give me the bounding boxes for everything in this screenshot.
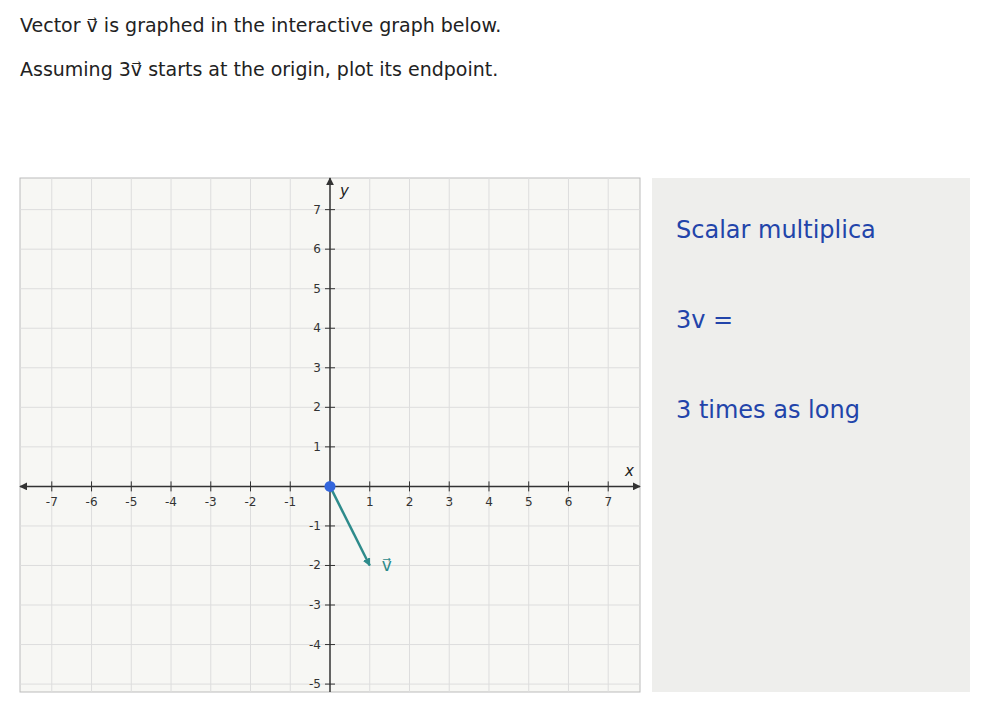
y-tick-label: -4 <box>309 638 321 652</box>
grid-line <box>210 178 211 692</box>
x-tick-label: 2 <box>406 495 414 509</box>
grid-line <box>20 407 640 408</box>
grid-line <box>20 684 640 685</box>
subtitle: Assuming 3v⃗ starts at the origin, plot … <box>20 58 498 80</box>
x-tick-label: -5 <box>125 495 137 509</box>
grid <box>20 178 640 692</box>
y-tick <box>325 367 335 368</box>
y-tick-label: 3 <box>313 361 321 375</box>
grid-line <box>568 178 569 692</box>
vector-label: v⃗ <box>382 555 392 575</box>
x-tick <box>250 481 251 491</box>
grid-line <box>20 525 640 526</box>
grid-line <box>369 178 370 692</box>
grid-line <box>20 446 640 447</box>
vector <box>330 486 370 565</box>
grid-line <box>20 209 640 210</box>
grid-line <box>20 644 640 645</box>
grid-line <box>528 178 529 692</box>
x-tick <box>608 481 609 491</box>
annotation: Scalar multiplica <box>676 216 876 244</box>
y-tick-label: 4 <box>313 321 321 335</box>
y-tick <box>325 525 335 526</box>
grid-line <box>20 565 640 566</box>
x-tick-label: 1 <box>366 495 374 509</box>
title: Vector v⃗ is graphed in the interactive … <box>20 14 501 36</box>
grid-line <box>20 605 640 606</box>
grid-line <box>171 178 172 692</box>
data <box>325 481 370 566</box>
grid-line <box>131 178 132 692</box>
plot-frame <box>20 178 640 692</box>
grid-line <box>608 178 609 692</box>
y-axis-label: y <box>339 182 350 200</box>
x-tick-label: -3 <box>205 495 217 509</box>
grid-line <box>488 178 489 692</box>
x-tick <box>91 481 92 491</box>
x-tick <box>290 481 291 491</box>
annotation: 3v = <box>676 306 733 334</box>
grid-line <box>409 178 410 692</box>
x-tick <box>51 481 52 491</box>
y-tick-label: 2 <box>313 400 321 414</box>
x-tick <box>171 481 172 491</box>
y-tick <box>325 446 335 447</box>
grid-line <box>20 249 640 250</box>
y-axis <box>329 178 331 692</box>
y-tick <box>325 565 335 566</box>
y-tick-label: 1 <box>313 440 321 454</box>
x-tick-label: -6 <box>86 495 98 509</box>
y-tick-label: -3 <box>309 598 321 612</box>
y-tick <box>325 684 335 685</box>
y-tick <box>325 209 335 210</box>
y-tick-label: 7 <box>313 203 321 217</box>
x-tick-label: 5 <box>525 495 533 509</box>
x-axis-label: x <box>624 462 634 480</box>
x-tick-label: -7 <box>46 495 58 509</box>
grid-line <box>290 178 291 692</box>
y-tick <box>325 288 335 289</box>
x-tick <box>210 481 211 491</box>
y-tick-label: 5 <box>313 282 321 296</box>
x-tick-label: -2 <box>245 495 257 509</box>
grid-line <box>20 288 640 289</box>
grid-line <box>51 178 52 692</box>
point <box>325 481 336 492</box>
x-tick <box>568 481 569 491</box>
y-tick <box>325 407 335 408</box>
x-tick-label: -1 <box>284 495 296 509</box>
y-tick-label: 6 <box>313 242 321 256</box>
x-tick-label: 6 <box>565 495 573 509</box>
x-tick-label: 7 <box>604 495 612 509</box>
x-tick <box>528 481 529 491</box>
annotation: 3 times as long <box>676 396 860 424</box>
x-tick-label: 3 <box>445 495 453 509</box>
x-tick <box>449 481 450 491</box>
grid-line <box>20 328 640 329</box>
y-tick <box>325 644 335 645</box>
y-tick-label: -1 <box>309 519 321 533</box>
grid-line <box>449 178 450 692</box>
y-tick <box>325 605 335 606</box>
side-panel <box>652 178 970 692</box>
grid-line <box>250 178 251 692</box>
x-tick <box>131 481 132 491</box>
grid-line <box>91 178 92 692</box>
grid-line <box>20 367 640 368</box>
x-tick <box>369 481 370 491</box>
y-tick <box>325 328 335 329</box>
x-tick <box>488 481 489 491</box>
y-tick-label: -2 <box>309 558 321 572</box>
y-tick <box>325 249 335 250</box>
x-tick-label: 4 <box>485 495 493 509</box>
x-tick-label: -4 <box>165 495 177 509</box>
chart: Vector v⃗ is graphed in the interactive … <box>0 0 982 712</box>
x-tick <box>409 481 410 491</box>
y-tick-label: -5 <box>309 677 321 691</box>
